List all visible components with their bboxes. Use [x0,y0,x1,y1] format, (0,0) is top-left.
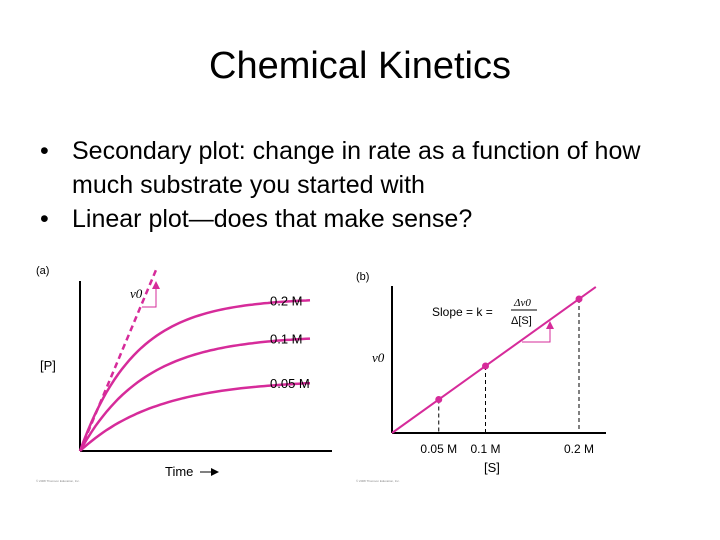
slope-label: Slope = k = [432,305,493,319]
panel-a: (a) [P] Time v0 0.2 M 0.1 M 0.05 M © 2008 … [36,265,332,483]
panel-b-marks: 0.05 M 0.1 M 0.2 M [391,286,597,456]
progress-curve [79,381,311,452]
slope-bracket [522,321,554,343]
tangent-slope-bracket [142,281,160,308]
bullet-text: Linear plot—does that make sense? [72,205,473,233]
bullet-dot: • [40,137,49,165]
x-tick-label: 0.2 M [564,442,594,456]
panel-a-x-label: Time [165,464,193,479]
panel-b-credit: © 2008 Thomson Education, Inc. [356,479,400,483]
bullet-list: • Secondary plot: change in rate as a fun… [40,134,690,236]
series-label: 0.05 M [270,376,310,391]
slide-title: Chemical Kinetics [209,45,511,87]
panel-a-series-labels: 0.2 M 0.1 M 0.05 M [270,293,310,391]
panel-a-label: (a) [36,265,49,277]
panel-b: (b) v0 [S] 0.05 M 0.1 M 0.2 M Slope = k = … [356,271,606,483]
panel-a-y-label: [P] [40,358,56,373]
bullet-dot: • [40,205,49,233]
panel-b-x-label: [S] [484,460,500,475]
series-label: 0.2 M [270,293,303,308]
progress-curve [78,337,311,452]
panel-b-label: (b) [356,271,369,283]
series-label: 0.1 M [270,332,303,347]
initial-rate-tangent [78,269,158,452]
progress-curve [78,299,311,452]
bullet-text: Secondary plot: change in rate as a func… [72,137,641,199]
data-point [482,362,489,370]
data-point [575,295,583,303]
fit-line [391,286,597,434]
data-point [435,396,443,403]
x-tick-label: 0.1 M [470,442,500,456]
panel-a-credit: © 2008 Thomson Education, Inc. [36,479,80,483]
bullet-item: • Linear plot—does that make sense? [40,202,690,236]
x-tick-label: 0.05 M [420,442,457,456]
slope-denominator: Δ[S] [511,315,532,327]
bullet-item: • Secondary plot: change in rate as a fun… [40,134,690,202]
slope-numerator: Δv0 [513,297,531,309]
panel-a-curves [78,299,311,452]
panel-b-y-label: v0 [372,350,385,365]
v0-annotation: v0 [130,286,143,301]
